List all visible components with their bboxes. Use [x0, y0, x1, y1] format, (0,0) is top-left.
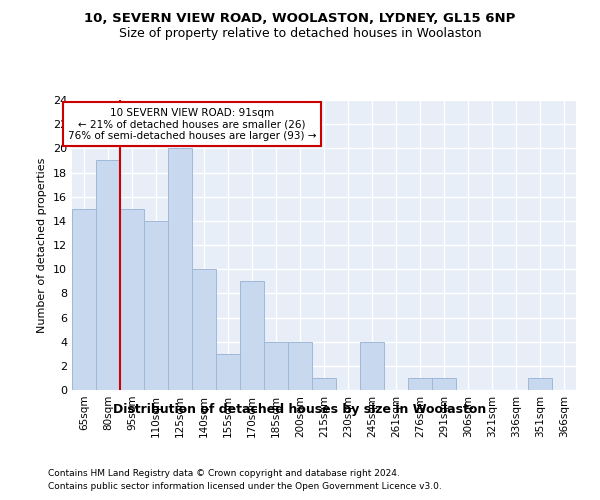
- Text: Size of property relative to detached houses in Woolaston: Size of property relative to detached ho…: [119, 28, 481, 40]
- Bar: [120, 209, 144, 390]
- Bar: [408, 378, 432, 390]
- Y-axis label: Number of detached properties: Number of detached properties: [37, 158, 47, 332]
- Text: 10 SEVERN VIEW ROAD: 91sqm
← 21% of detached houses are smaller (26)
76% of semi: 10 SEVERN VIEW ROAD: 91sqm ← 21% of deta…: [68, 108, 316, 141]
- Bar: [216, 354, 240, 390]
- Bar: [72, 209, 96, 390]
- Bar: [360, 342, 384, 390]
- Bar: [288, 342, 312, 390]
- Text: 10, SEVERN VIEW ROAD, WOOLASTON, LYDNEY, GL15 6NP: 10, SEVERN VIEW ROAD, WOOLASTON, LYDNEY,…: [85, 12, 515, 26]
- Bar: [312, 378, 336, 390]
- Bar: [168, 148, 192, 390]
- Bar: [240, 281, 264, 390]
- Bar: [96, 160, 120, 390]
- Bar: [192, 269, 216, 390]
- Bar: [528, 378, 552, 390]
- Bar: [144, 221, 168, 390]
- Bar: [432, 378, 456, 390]
- Bar: [264, 342, 288, 390]
- Text: Contains public sector information licensed under the Open Government Licence v3: Contains public sector information licen…: [48, 482, 442, 491]
- Text: Distribution of detached houses by size in Woolaston: Distribution of detached houses by size …: [113, 402, 487, 415]
- Text: Contains HM Land Registry data © Crown copyright and database right 2024.: Contains HM Land Registry data © Crown c…: [48, 468, 400, 477]
